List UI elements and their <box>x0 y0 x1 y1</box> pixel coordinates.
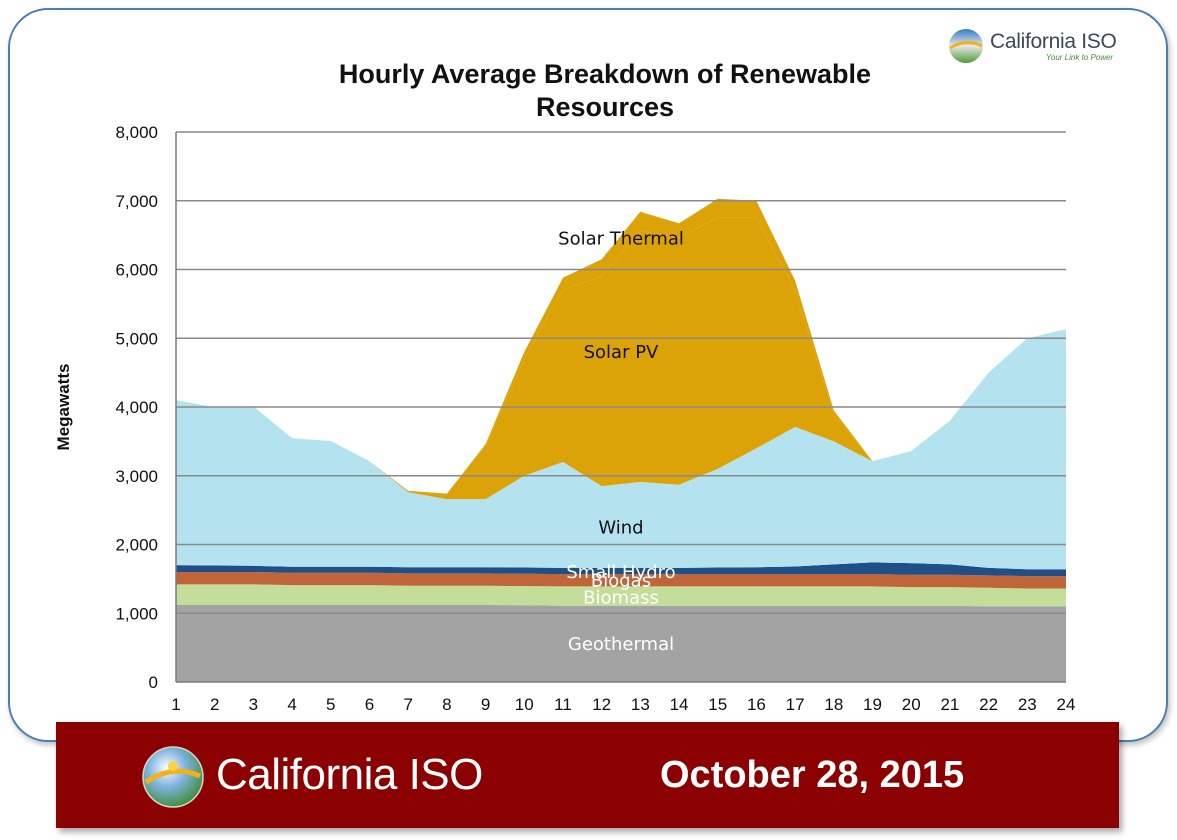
area-biogas <box>176 572 1066 589</box>
x-tick-label: 8 <box>442 695 451 714</box>
area-small-hydro <box>176 562 1066 577</box>
series-label: Solar Thermal <box>558 229 684 250</box>
x-tick-label: 1 <box>171 695 180 714</box>
banner-org-name: California ISO <box>216 750 483 799</box>
y-tick-label: 2,000 <box>115 536 158 555</box>
x-tick-label: 6 <box>365 695 374 714</box>
california-iso-logo: California ISO Your Link to Power <box>946 26 1136 66</box>
banner-date: October 28, 2015 <box>660 754 965 796</box>
x-tick-label: 17 <box>786 695 805 714</box>
series-label: Biogas <box>591 570 651 591</box>
area-biomass <box>176 584 1066 607</box>
x-tick-label: 4 <box>287 695 296 714</box>
x-tick-label: 9 <box>481 695 490 714</box>
x-tick-label: 14 <box>670 695 689 714</box>
x-tick-label: 10 <box>515 695 534 714</box>
y-tick-label: 6,000 <box>115 261 158 280</box>
y-tick-label: 4,000 <box>115 398 158 417</box>
y-tick-label: 5,000 <box>115 329 158 348</box>
renewables-area-chart: Hourly Average Breakdown of RenewableRes… <box>54 59 1076 714</box>
y-axis-label: Megawatts <box>54 364 73 451</box>
x-tick-label: 5 <box>326 695 335 714</box>
globe-icon <box>142 746 204 808</box>
x-tick-label: 16 <box>747 695 766 714</box>
x-tick-label: 15 <box>708 695 727 714</box>
logo-tagline: Your Link to Power <box>1046 53 1114 62</box>
chart-title: Hourly Average Breakdown of Renewable <box>339 59 871 89</box>
chart-title: Resources <box>536 92 674 122</box>
series-label: Solar PV <box>584 342 659 363</box>
area-solar-pv <box>176 217 1066 500</box>
series-label: Small Hydro <box>566 562 675 583</box>
x-tick-label: 18 <box>824 695 843 714</box>
series-label: Geothermal <box>568 634 674 655</box>
x-tick-label: 12 <box>592 695 611 714</box>
x-tick-label: 23 <box>1018 695 1037 714</box>
x-tick-label: 21 <box>940 695 959 714</box>
x-tick-label: 3 <box>249 695 258 714</box>
series-label: Biomass <box>583 587 659 608</box>
x-tick-label: 19 <box>863 695 882 714</box>
y-tick-label: 3,000 <box>115 467 158 486</box>
y-tick-label: 7,000 <box>115 192 158 211</box>
y-tick-label: 1,000 <box>115 604 158 623</box>
x-tick-label: 7 <box>403 695 412 714</box>
area-geothermal <box>176 605 1066 682</box>
x-tick-label: 22 <box>979 695 998 714</box>
x-tick-label: 13 <box>631 695 650 714</box>
y-tick-label: 8,000 <box>115 123 158 142</box>
footer-banner: California ISO October 28, 2015 <box>56 722 1119 828</box>
globe-icon <box>949 29 983 63</box>
series-label: Wind <box>598 517 643 538</box>
x-tick-label: 24 <box>1057 695 1076 714</box>
x-tick-label: 20 <box>902 695 921 714</box>
area-wind <box>176 329 1066 570</box>
x-tick-label: 2 <box>210 695 219 714</box>
x-tick-label: 11 <box>554 695 572 714</box>
y-tick-label: 0 <box>149 673 158 692</box>
logo-name: California ISO <box>990 30 1117 53</box>
